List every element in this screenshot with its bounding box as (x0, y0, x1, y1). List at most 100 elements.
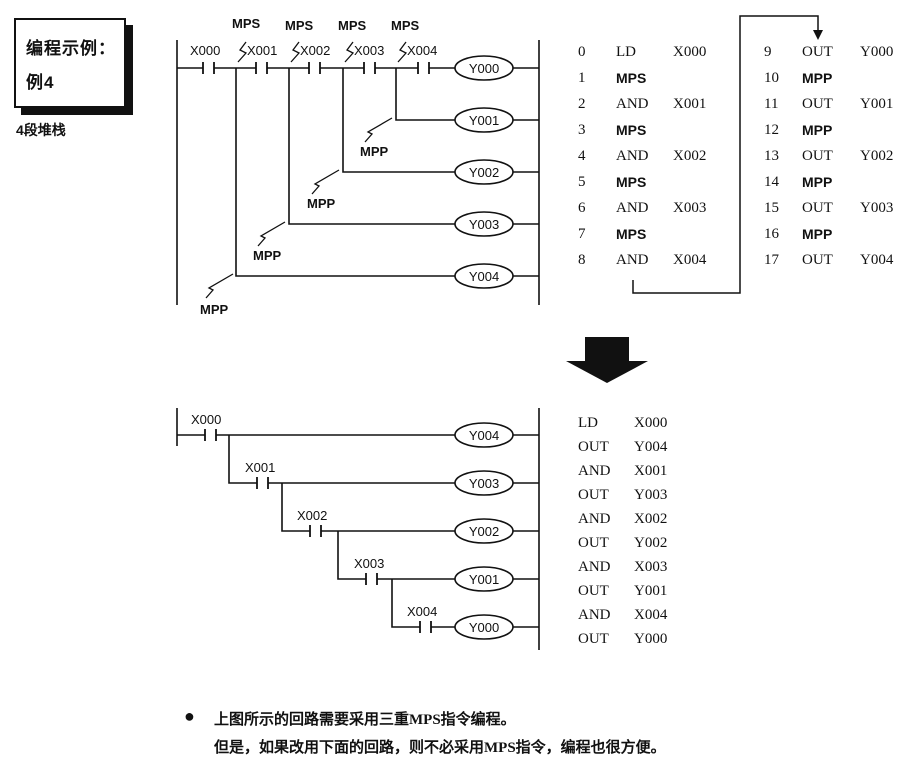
mps-label-2: MPS (285, 18, 314, 33)
bl-operand: X002 (634, 511, 668, 527)
il-operand: X000 (673, 44, 707, 60)
il-op: OUT (802, 96, 833, 112)
il-op: MPS (616, 70, 647, 86)
il-op: AND (616, 200, 649, 216)
il-operand: Y003 (860, 200, 894, 216)
il-op: OUT (802, 200, 833, 216)
il-op: MPP (802, 122, 833, 138)
bottom-contact-x001: X001 (245, 460, 275, 475)
bottom-coil-label-y000: Y000 (469, 620, 499, 635)
mps-label-1: MPS (232, 16, 261, 31)
il-step: 16 (764, 226, 779, 242)
il-step: 2 (578, 96, 586, 112)
il-step: 15 (764, 200, 779, 216)
il-op: OUT (802, 252, 833, 268)
bl-operand: Y002 (634, 535, 668, 551)
il-operand: X001 (673, 96, 707, 112)
mpp-label-4: MPP (200, 302, 229, 317)
mps-label-4: MPS (391, 18, 420, 33)
il-step: 4 (578, 148, 586, 164)
coil-y003-top (454, 211, 514, 237)
il-step: 1 (578, 70, 586, 86)
coil-y002-top (454, 159, 514, 185)
bl-op: AND (578, 559, 611, 575)
il-operand: X002 (673, 148, 707, 164)
il-step: 13 (764, 148, 779, 164)
example-number: 例4 (26, 73, 55, 92)
bl-op: AND (578, 511, 611, 527)
bl-operand: Y004 (634, 439, 668, 455)
bl-op: OUT (578, 583, 609, 599)
il-op: AND (616, 148, 649, 164)
bl-op: OUT (578, 631, 609, 647)
il-op: MPP (802, 70, 833, 86)
il-op: MPP (802, 226, 833, 242)
bottom-contact-x004: X004 (407, 604, 437, 619)
mpp-label-2: MPP (307, 196, 336, 211)
top-coil-label-y004: Y004 (469, 269, 499, 284)
il-step: 7 (578, 226, 586, 242)
il-operand: Y004 (860, 252, 894, 268)
top-coil-label-y000: Y000 (469, 61, 499, 76)
bl-op: OUT (578, 535, 609, 551)
il-operand: Y001 (860, 96, 894, 112)
bl-operand: X001 (634, 463, 668, 479)
coil-y003-bottom (454, 470, 514, 496)
mpp-label-1: MPP (360, 144, 389, 159)
top-contact-x004: X004 (407, 43, 437, 58)
il-op: OUT (802, 44, 833, 60)
bl-op: LD (578, 415, 598, 431)
il-op: MPP (802, 174, 833, 190)
example-title: 编程示例： (26, 39, 116, 58)
il-step: 11 (764, 96, 779, 112)
coil-y000-bottom (454, 614, 514, 640)
coil-y004-top (454, 263, 514, 289)
il-step: 12 (764, 122, 779, 138)
coil-y002-bottom (454, 518, 514, 544)
top-coil-label-y002: Y002 (469, 165, 499, 180)
il-step: 3 (578, 122, 586, 138)
note-line-2: 但是，如果改用下面的回路，则不必采用MPS指令，编程也很方便。 (214, 740, 666, 756)
il-op: AND (616, 252, 649, 268)
top-contact-x000: X000 (190, 43, 220, 58)
top-contact-x001: X001 (247, 43, 277, 58)
il-step: 8 (578, 252, 586, 268)
bottom-coil-label-y002: Y002 (469, 524, 499, 539)
bl-operand: X003 (634, 559, 668, 575)
il-operand: Y000 (860, 44, 894, 60)
top-coil-label-y003: Y003 (469, 217, 499, 232)
bl-op: OUT (578, 439, 609, 455)
bottom-coil-label-y001: Y001 (469, 572, 499, 587)
bl-op: OUT (578, 487, 609, 503)
bottom-contact-x000: X000 (191, 412, 221, 427)
bl-operand: Y003 (634, 487, 668, 503)
il-op: MPS (616, 174, 647, 190)
il-op: LD (616, 44, 636, 60)
bottom-coil-label-y003: Y003 (469, 476, 499, 491)
il-step: 5 (578, 174, 586, 190)
bl-op: AND (578, 607, 611, 623)
example-title-box: 编程示例： 例4 (14, 18, 126, 108)
il-step: 10 (764, 70, 779, 86)
il-op: MPS (616, 122, 647, 138)
il-step: 6 (578, 200, 586, 216)
il-op: OUT (802, 148, 833, 164)
bl-operand: Y001 (634, 583, 668, 599)
il-op: MPS (616, 226, 647, 242)
note-line-1: 上图所示的回路需要采用三重MPS指令编程。 (214, 712, 516, 728)
top-coil-label-y001: Y001 (469, 113, 499, 128)
bl-operand: X000 (634, 415, 668, 431)
il-operand: X004 (673, 252, 707, 268)
coil-y000-top (454, 55, 514, 81)
down-arrow-icon (566, 337, 648, 383)
il-op: AND (616, 96, 649, 112)
coil-y004-bottom (454, 422, 514, 448)
top-contact-x003: X003 (354, 43, 384, 58)
il-step: 14 (764, 174, 779, 190)
coil-y001-top (454, 107, 514, 133)
top-contact-x002: X002 (300, 43, 330, 58)
stack-subtitle: 4段堆栈 (16, 122, 66, 138)
il-step: 9 (764, 44, 772, 60)
mps-label-3: MPS (338, 18, 367, 33)
